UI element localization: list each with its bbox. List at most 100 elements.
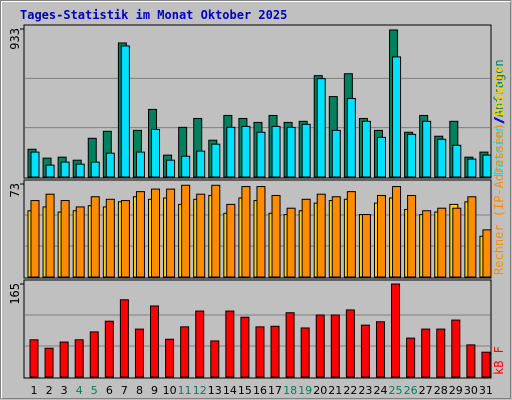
bar [241,186,251,278]
x-tick-label: 17 [268,384,282,397]
bar [89,331,99,378]
bar [392,186,402,278]
bar [105,152,115,178]
bar [181,155,191,178]
x-tick-label: 11 [178,384,192,397]
bar [135,191,145,278]
bar [300,327,310,378]
bar [60,200,70,278]
x-tick-label: 6 [106,384,113,397]
bar [30,151,40,178]
bar [165,338,175,378]
bar [407,194,417,278]
legend-entry: Anfragen [492,59,506,117]
bar [437,138,447,178]
x-tick-label: 14 [223,384,237,397]
bar [316,78,326,178]
x-tick-label: 27 [419,384,433,397]
bar [376,136,386,178]
legend-entry: kB F [492,346,506,375]
bar [45,193,55,278]
bar [196,150,206,178]
bar [151,188,161,278]
bar [60,161,70,178]
x-tick-label: 9 [151,384,158,397]
y-tick-label: 933 [8,28,22,50]
x-tick-label: 24 [373,384,387,397]
bar [270,325,280,378]
bar [481,351,491,378]
bar [30,200,40,278]
bar [195,310,205,378]
bar [452,207,462,278]
bar [375,321,385,378]
bar [75,163,85,178]
bar [406,337,416,378]
bar [286,207,296,278]
bar [286,126,296,178]
bar [482,154,492,178]
x-tick-label: 1 [31,384,38,397]
bar [271,125,281,178]
bar [407,133,417,178]
bar [345,309,355,378]
x-tick-label: 21 [328,384,342,397]
bar [120,45,130,178]
bar [271,194,281,278]
y-tick-label: 73 [8,183,22,197]
bar [181,184,191,278]
bar [180,326,190,378]
bar [211,184,221,278]
bar [361,120,371,178]
bar [361,214,371,278]
bar [436,328,446,378]
x-tick-label: 15 [238,384,252,397]
bar [392,56,402,178]
chart-title: Tages-Statistik im Monat Oktober 2025 [20,8,287,22]
bar [240,316,250,378]
bar [45,164,55,178]
bar [467,196,477,278]
bar [331,129,341,178]
bar [301,123,311,178]
x-tick-label: 25 [389,384,403,397]
x-tick-label: 16 [253,384,267,397]
bar [346,191,356,278]
x-tick-label: 22 [343,384,357,397]
bar [74,339,84,378]
bar [135,151,145,178]
x-tick-label: 30 [464,384,478,397]
bar [166,159,176,178]
legend-entry: Dateien [492,124,506,175]
bar [119,299,129,378]
bar [226,126,236,178]
bar [59,341,69,378]
bar [360,324,370,378]
bar [451,319,461,378]
bar [29,339,39,378]
bar [166,188,176,278]
x-tick-label: 28 [434,384,448,397]
bar [422,210,432,278]
bar [391,283,401,378]
bar [134,328,144,378]
bar [376,194,386,278]
bar [104,320,114,378]
x-tick-label: 7 [121,384,128,397]
bar [44,347,54,378]
y-tick-label: 165 [8,283,22,305]
bar [482,229,492,278]
bar [256,131,266,178]
bar [346,97,356,178]
x-tick-label: 20 [313,384,327,397]
bar [421,328,431,378]
bar [151,128,161,178]
legend: Rechner (IP-Adressen)/Besuche [492,65,506,275]
bar [241,125,251,178]
x-tick-label: 8 [136,384,143,397]
bar [105,198,115,278]
bar [256,186,266,278]
x-tick-label: 29 [449,384,463,397]
